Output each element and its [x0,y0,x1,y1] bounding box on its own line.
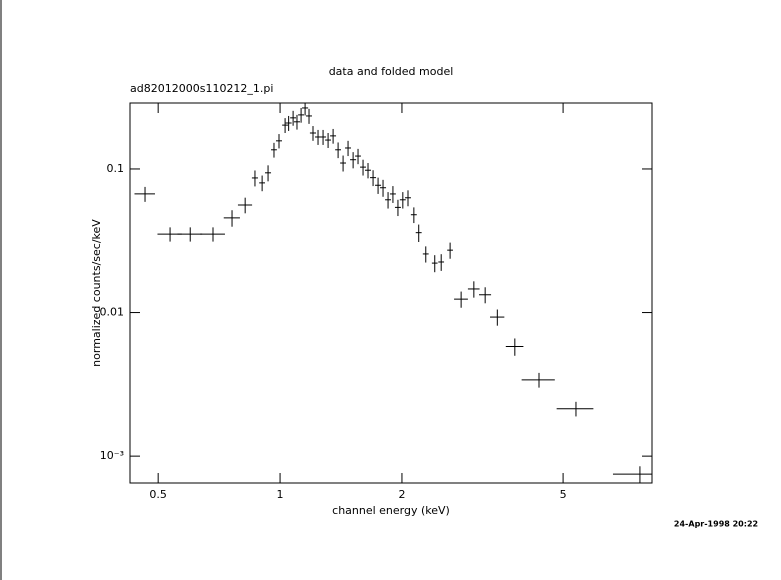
timestamp: 24-Apr-1998 20:22 [674,520,758,529]
x-tick-label: 0.5 [149,488,167,501]
x-tick-label: 2 [398,488,405,501]
x-tick-label: 1 [277,488,284,501]
x-axis-label: channel energy (keV) [332,504,450,517]
y-axis-label: normalized counts/sec/keV [90,219,103,367]
y-tick-label: 0.1 [107,162,125,175]
x-tick-label: 5 [560,488,567,501]
y-tick-label: 0.01 [100,306,125,319]
chart-title: data and folded model [329,65,454,78]
data-points [134,103,652,483]
y-tick-label: 10⁻³ [100,449,124,462]
plot-frame [129,102,653,484]
chart-subtitle: ad82012000s110212_1.pi [130,82,273,95]
